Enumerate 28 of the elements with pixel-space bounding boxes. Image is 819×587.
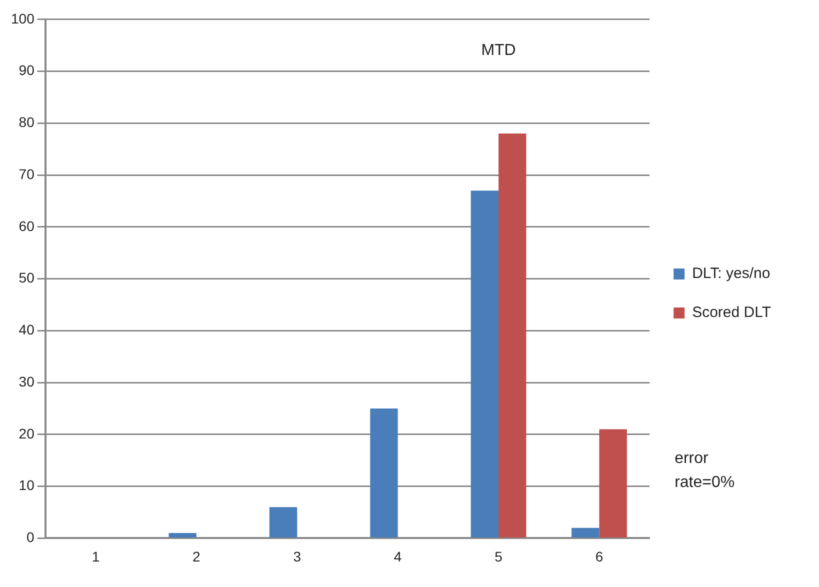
bar <box>572 528 600 538</box>
y-tick-label: 70 <box>18 166 35 182</box>
y-tick-label: 30 <box>18 373 35 390</box>
x-tick-label: 2 <box>192 548 201 564</box>
y-tick-label: 90 <box>18 62 35 78</box>
x-tick-label: 1 <box>92 548 100 564</box>
text: error rate=0% <box>674 450 735 492</box>
x-tick-label: 4 <box>394 548 402 564</box>
annotation: MTD <box>481 42 516 59</box>
bar <box>599 429 627 538</box>
x-tick-label: 5 <box>494 548 503 564</box>
legend-label: Scored DLT <box>692 304 772 322</box>
x-tick-label: 6 <box>595 548 604 564</box>
bar <box>498 134 526 538</box>
y-tick-label: 50 <box>18 270 35 286</box>
bar <box>269 507 298 538</box>
y-tick-label: 100 <box>11 10 35 26</box>
y-tick-label: 60 <box>18 218 35 234</box>
y-tick-label: 0 <box>26 529 35 546</box>
bar <box>470 190 499 538</box>
x-tick-label: 3 <box>293 548 302 564</box>
y-tick-label: 80 <box>18 114 35 130</box>
y-tick-label: 10 <box>18 477 35 494</box>
bar <box>168 533 196 538</box>
y-tick-label: 40 <box>18 322 35 338</box>
legend-label: DLT: yes/no <box>692 265 770 282</box>
y-tick-label: 20 <box>18 425 35 442</box>
bar <box>370 408 398 538</box>
